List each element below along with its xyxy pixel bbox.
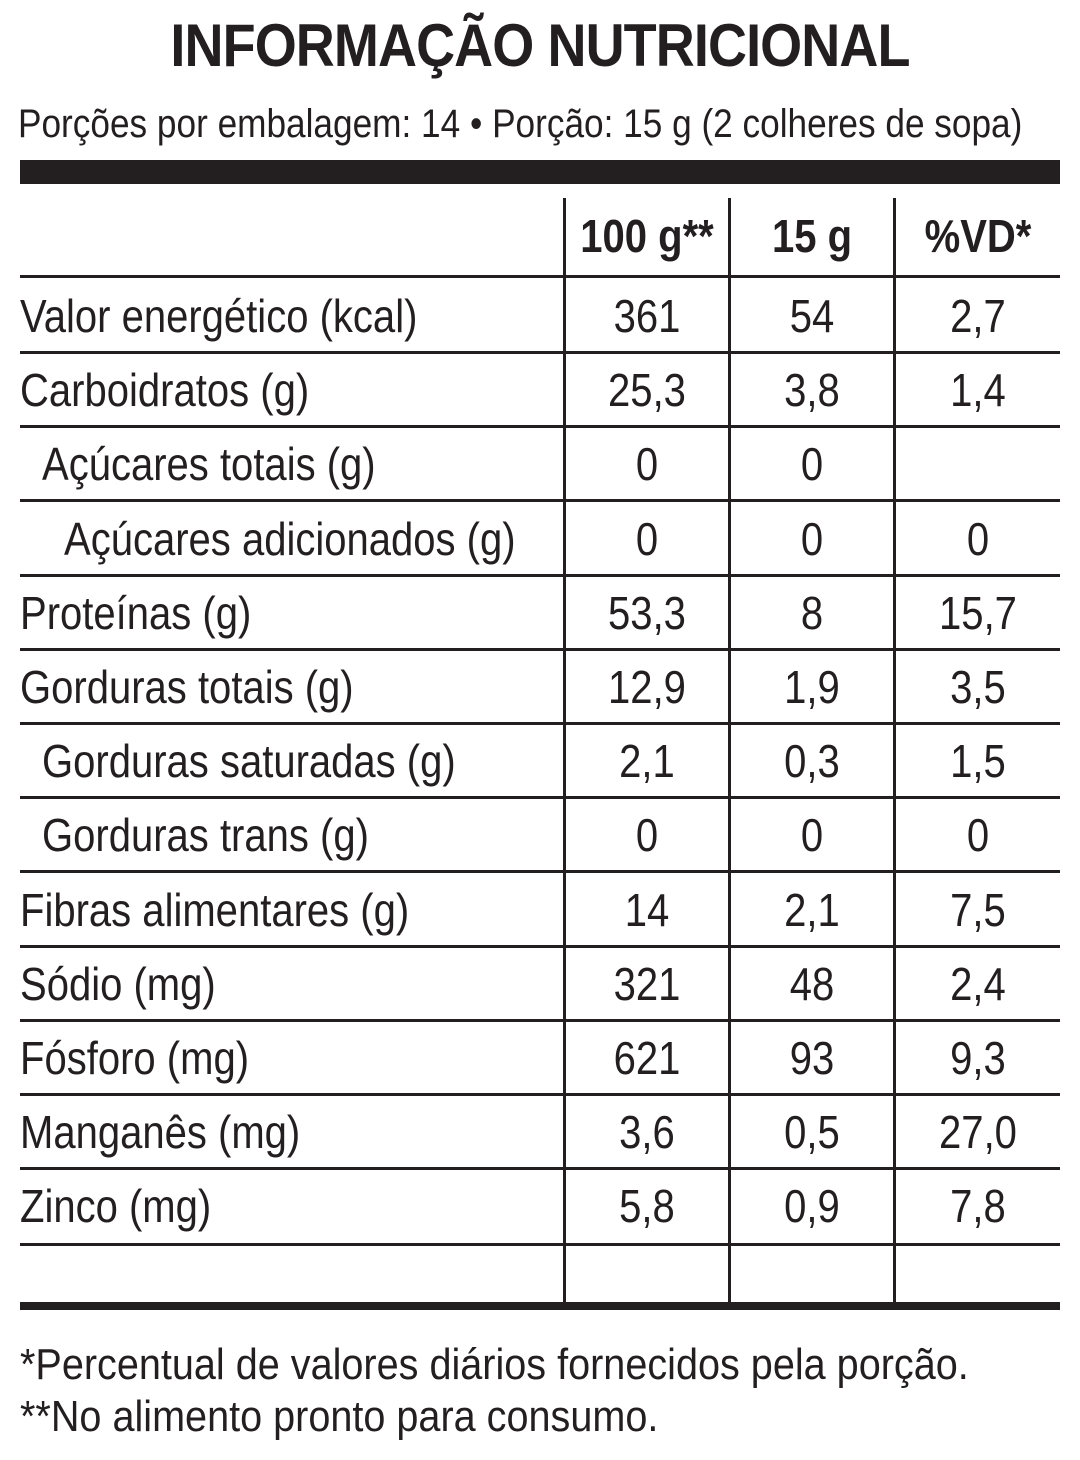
value-per-100g: 0 (635, 438, 659, 490)
value-vd: 1,5 (950, 735, 1006, 787)
value-vd: 7,5 (950, 884, 1006, 936)
value-per-portion: 0,5 (784, 1106, 840, 1158)
nutrient-name: Gorduras totais (g) (20, 661, 354, 713)
value-per-portion: 2,1 (784, 884, 840, 936)
thick-divider (20, 160, 1060, 184)
bottom-divider (20, 1302, 1060, 1310)
nutrient-name: Proteínas (g) (20, 587, 252, 639)
table-row: Valor energético (kcal) 361 54 2,7 (0, 280, 1080, 352)
value-per-100g: 25,3 (608, 364, 686, 416)
row-divider (20, 1167, 1060, 1170)
nutrient-name: Sódio (mg) (20, 958, 216, 1010)
value-vd: 9,3 (950, 1032, 1006, 1084)
table-row: Zinco (mg) 5,8 0,9 7,8 (0, 1170, 1080, 1242)
value-vd: 2,4 (950, 958, 1006, 1010)
value-per-portion: 0 (800, 809, 824, 861)
value-per-portion: 54 (789, 290, 835, 342)
table-row: Carboidratos (g) 25,3 3,8 1,4 (0, 354, 1080, 426)
value-per-portion: 0,9 (784, 1180, 840, 1232)
column-divider-2 (728, 198, 731, 1302)
column-divider-3 (893, 198, 896, 1302)
value-per-portion: 48 (789, 958, 835, 1010)
row-divider (20, 945, 1060, 948)
value-per-portion: 3,8 (784, 364, 840, 416)
nutrient-name: Manganês (mg) (20, 1106, 301, 1158)
row-divider (20, 1093, 1060, 1096)
value-per-100g: 621 (613, 1032, 681, 1084)
table-row: Sódio (mg) 321 48 2,4 (0, 948, 1080, 1020)
table-row: Gorduras trans (g) 0 0 0 (0, 799, 1080, 871)
table-row: Gorduras saturadas (g) 2,1 0,3 1,5 (0, 725, 1080, 797)
value-vd: 0 (966, 513, 990, 565)
nutrient-name: Gorduras saturadas (g) (42, 735, 456, 787)
table-row: Fósforo (mg) 621 93 9,3 (0, 1022, 1080, 1094)
row-divider (20, 574, 1060, 577)
value-per-100g: 3,6 (619, 1106, 675, 1158)
nutrient-name: Carboidratos (g) (20, 364, 310, 416)
value-vd (907, 428, 1050, 500)
nutrient-name: Açúcares adicionados (g) (64, 513, 516, 565)
value-vd: 2,7 (950, 290, 1006, 342)
row-divider (20, 870, 1060, 873)
value-vd: 3,5 (950, 661, 1006, 713)
row-divider (20, 796, 1060, 799)
footnote-vd: *Percentual de valores diários fornecido… (20, 1340, 969, 1389)
row-divider (20, 1019, 1060, 1022)
row-divider (20, 648, 1060, 651)
column-divider-1 (563, 198, 566, 1302)
table-row: Fibras alimentares (g) 14 2,1 7,5 (0, 874, 1080, 946)
column-header-100g: 100 g** (580, 210, 714, 262)
serving-info: Porções por embalagem: 14 • Porção: 15 g… (18, 102, 1023, 146)
value-per-portion: 8 (800, 587, 824, 639)
nutrient-name: Fósforo (mg) (20, 1032, 250, 1084)
value-per-portion: 0 (800, 438, 824, 490)
table-row: Manganês (mg) 3,6 0,5 27,0 (0, 1096, 1080, 1168)
value-vd: 1,4 (950, 364, 1006, 416)
value-per-100g: 321 (613, 958, 681, 1010)
row-divider (20, 425, 1060, 428)
value-per-portion: 93 (789, 1032, 835, 1084)
row-divider (20, 275, 1060, 278)
column-header-vd: %VD* (924, 210, 1032, 262)
value-per-100g: 53,3 (608, 587, 686, 639)
value-vd: 7,8 (950, 1180, 1006, 1232)
row-divider (20, 1243, 1060, 1246)
column-header-portion: 15 g (771, 210, 853, 262)
table-title: INFORMAÇÃO NUTRICIONAL (170, 12, 910, 79)
value-vd: 0 (966, 809, 990, 861)
header-row: 100 g** 15 g %VD* (0, 200, 1080, 272)
value-per-100g: 12,9 (608, 661, 686, 713)
table-row: Açúcares adicionados (g) 0 0 0 (0, 503, 1080, 575)
row-divider (20, 722, 1060, 725)
value-per-portion: 0,3 (784, 735, 840, 787)
nutrient-name: Açúcares totais (g) (42, 438, 376, 490)
value-per-100g: 5,8 (619, 1180, 675, 1232)
table-row: Proteínas (g) 53,3 8 15,7 (0, 577, 1080, 649)
value-per-100g: 0 (635, 809, 659, 861)
row-divider (20, 499, 1060, 502)
value-per-100g: 14 (624, 884, 670, 936)
nutrient-name: Gorduras trans (g) (42, 809, 369, 861)
value-per-100g: 0 (635, 513, 659, 565)
value-per-100g: 361 (613, 290, 681, 342)
value-vd: 27,0 (939, 1106, 1017, 1158)
table-row: Gorduras totais (g) 12,9 1,9 3,5 (0, 651, 1080, 723)
value-per-portion: 0 (800, 513, 824, 565)
value-per-100g: 2,1 (619, 735, 675, 787)
value-vd: 15,7 (939, 587, 1017, 639)
footnote-100g: **No alimento pronto para consumo. (20, 1392, 659, 1441)
nutrient-name: Valor energético (kcal) (20, 290, 418, 342)
nutrient-name: Fibras alimentares (g) (20, 884, 410, 936)
table-row: Açúcares totais (g) 0 0 (0, 428, 1080, 500)
row-divider (20, 351, 1060, 354)
nutrient-name: Zinco (mg) (20, 1180, 212, 1232)
value-per-portion: 1,9 (784, 661, 840, 713)
